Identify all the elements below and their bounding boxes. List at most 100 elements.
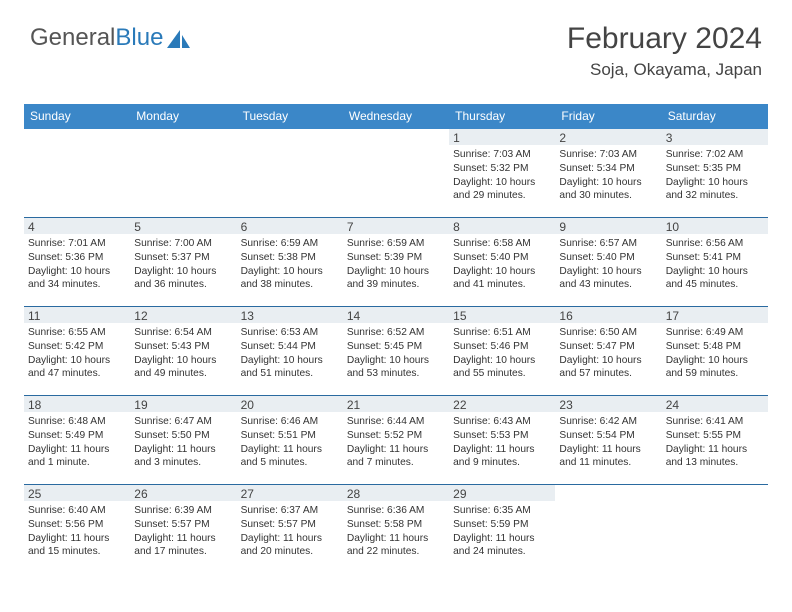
day-details: Sunrise: 6:35 AMSunset: 5:59 PMDaylight:… [453,504,551,559]
sunrise-text: Sunrise: 6:48 AM [28,415,126,429]
daylight-text: Daylight: 11 hours and 5 minutes. [241,443,339,471]
sunrise-text: Sunrise: 7:01 AM [28,237,126,251]
calendar-day: 9Sunrise: 6:57 AMSunset: 5:40 PMDaylight… [555,218,661,306]
weekday-header: Sunday Monday Tuesday Wednesday Thursday… [24,104,768,129]
sunset-text: Sunset: 5:38 PM [241,251,339,265]
daylight-text: Daylight: 10 hours and 38 minutes. [241,265,339,293]
day-number: 23 [555,396,661,412]
day-details: Sunrise: 6:54 AMSunset: 5:43 PMDaylight:… [134,326,232,381]
day-details: Sunrise: 6:41 AMSunset: 5:55 PMDaylight:… [666,415,764,470]
weekday-thursday: Thursday [449,104,555,129]
sunrise-text: Sunrise: 6:39 AM [134,504,232,518]
daylight-text: Daylight: 10 hours and 55 minutes. [453,354,551,382]
sunset-text: Sunset: 5:48 PM [666,340,764,354]
calendar-day: 8 Sunrise: 6:58 AMSunset: 5:40 PMDaylight… [449,218,555,306]
day-number: 4 [24,218,130,234]
sunrise-text: Sunrise: 7:02 AM [666,148,764,162]
sunset-text: Sunset: 5:37 PM [134,251,232,265]
sunset-text: Sunset: 5:53 PM [453,429,551,443]
daylight-text: Daylight: 10 hours and 47 minutes. [28,354,126,382]
daylight-text: Daylight: 10 hours and 34 minutes. [28,265,126,293]
sunrise-text: Sunrise: 6:35 AM [453,504,551,518]
day-details: Sunrise: 6:52 AMSunset: 5:45 PMDaylight:… [347,326,445,381]
day-number: 29 [449,485,555,501]
daylight-text: Daylight: 11 hours and 17 minutes. [134,532,232,560]
calendar-grid: 1Sunrise: 7:03 AMSunset: 5:32 PMDaylight… [24,129,768,573]
calendar-day: 24Sunrise: 6:41 AMSunset: 5:55 PMDayligh… [662,396,768,484]
day-number: 8 [449,218,555,234]
calendar-day: 18Sunrise: 6:48 AMSunset: 5:49 PMDayligh… [24,396,130,484]
daylight-text: Daylight: 11 hours and 13 minutes. [666,443,764,471]
weekday-friday: Friday [555,104,661,129]
sunrise-text: Sunrise: 6:54 AM [134,326,232,340]
calendar-day [237,129,343,217]
calendar-day: 29 Sunrise: 6:35 AMSunset: 5:59 PMDayligh… [449,485,555,573]
calendar-week: 1Sunrise: 7:03 AMSunset: 5:32 PMDaylight… [24,129,768,217]
calendar-day: 10Sunrise: 6:56 AMSunset: 5:41 PMDayligh… [662,218,768,306]
day-number: 25 [24,485,130,501]
day-number: 19 [130,396,236,412]
calendar-day: 12 Sunrise: 6:54 AMSunset: 5:43 PMDayligh… [130,307,236,395]
daylight-text: Daylight: 10 hours and 57 minutes. [559,354,657,382]
daylight-text: Daylight: 10 hours and 53 minutes. [347,354,445,382]
day-details: Sunrise: 6:51 AMSunset: 5:46 PMDaylight:… [453,326,551,381]
day-number: 1 [449,129,555,145]
day-details: Sunrise: 6:47 AMSunset: 5:50 PMDaylight:… [134,415,232,470]
sunrise-text: Sunrise: 6:40 AM [28,504,126,518]
day-number: 12 [130,307,236,323]
sunset-text: Sunset: 5:50 PM [134,429,232,443]
calendar-day: 19 Sunrise: 6:47 AMSunset: 5:50 PMDayligh… [130,396,236,484]
sunrise-text: Sunrise: 6:56 AM [666,237,764,251]
calendar-week: 11Sunrise: 6:55 AMSunset: 5:42 PMDayligh… [24,306,768,395]
daylight-text: Daylight: 10 hours and 51 minutes. [241,354,339,382]
calendar-day [343,129,449,217]
daylight-text: Daylight: 10 hours and 32 minutes. [666,176,764,204]
location: Soja, Okayama, Japan [567,60,762,80]
calendar-week: 4Sunrise: 7:01 AMSunset: 5:36 PMDaylight… [24,217,768,306]
sunset-text: Sunset: 5:55 PM [666,429,764,443]
calendar-day: 15Sunrise: 6:51 AMSunset: 5:46 PMDayligh… [449,307,555,395]
calendar-day: 6Sunrise: 6:59 AMSunset: 5:38 PMDaylight… [237,218,343,306]
daylight-text: Daylight: 10 hours and 29 minutes. [453,176,551,204]
sunrise-text: Sunrise: 7:03 AM [559,148,657,162]
calendar-day: 7 Sunrise: 6:59 AMSunset: 5:39 PMDaylight… [343,218,449,306]
sunset-text: Sunset: 5:34 PM [559,162,657,176]
calendar-week: 25Sunrise: 6:40 AMSunset: 5:56 PMDayligh… [24,484,768,573]
daylight-text: Daylight: 11 hours and 9 minutes. [453,443,551,471]
logo-text-general: General [30,24,115,52]
day-number: 18 [24,396,130,412]
daylight-text: Daylight: 11 hours and 22 minutes. [347,532,445,560]
sunrise-text: Sunrise: 6:55 AM [28,326,126,340]
calendar-day: 2Sunrise: 7:03 AMSunset: 5:34 PMDaylight… [555,129,661,217]
calendar-day: 28Sunrise: 6:36 AMSunset: 5:58 PMDayligh… [343,485,449,573]
day-details: Sunrise: 6:59 AMSunset: 5:39 PMDaylight:… [347,237,445,292]
day-details: Sunrise: 6:57 AMSunset: 5:40 PMDaylight:… [559,237,657,292]
daylight-text: Daylight: 10 hours and 41 minutes. [453,265,551,293]
day-number: 27 [237,485,343,501]
day-number: 7 [343,218,449,234]
day-number: 14 [343,307,449,323]
daylight-text: Daylight: 10 hours and 36 minutes. [134,265,232,293]
daylight-text: Daylight: 11 hours and 24 minutes. [453,532,551,560]
sunrise-text: Sunrise: 6:47 AM [134,415,232,429]
daylight-text: Daylight: 10 hours and 43 minutes. [559,265,657,293]
calendar-day: 14 Sunrise: 6:52 AMSunset: 5:45 PMDayligh… [343,307,449,395]
day-details: Sunrise: 6:42 AMSunset: 5:54 PMDaylight:… [559,415,657,470]
day-details: Sunrise: 6:58 AMSunset: 5:40 PMDaylight:… [453,237,551,292]
day-number: 2 [555,129,661,145]
sunset-text: Sunset: 5:54 PM [559,429,657,443]
calendar: Sunday Monday Tuesday Wednesday Thursday… [24,104,768,573]
weekday-sunday: Sunday [24,104,130,129]
sunset-text: Sunset: 5:44 PM [241,340,339,354]
day-number: 16 [555,307,661,323]
day-details: Sunrise: 6:49 AMSunset: 5:48 PMDaylight:… [666,326,764,381]
day-number: 11 [24,307,130,323]
calendar-day: 11Sunrise: 6:55 AMSunset: 5:42 PMDayligh… [24,307,130,395]
calendar-day: 3Sunrise: 7:02 AMSunset: 5:35 PMDaylight… [662,129,768,217]
calendar-day [130,129,236,217]
sunset-text: Sunset: 5:49 PM [28,429,126,443]
sunset-text: Sunset: 5:41 PM [666,251,764,265]
day-details: Sunrise: 6:39 AMSunset: 5:57 PMDaylight:… [134,504,232,559]
day-details: Sunrise: 6:37 AMSunset: 5:57 PMDaylight:… [241,504,339,559]
sunset-text: Sunset: 5:52 PM [347,429,445,443]
